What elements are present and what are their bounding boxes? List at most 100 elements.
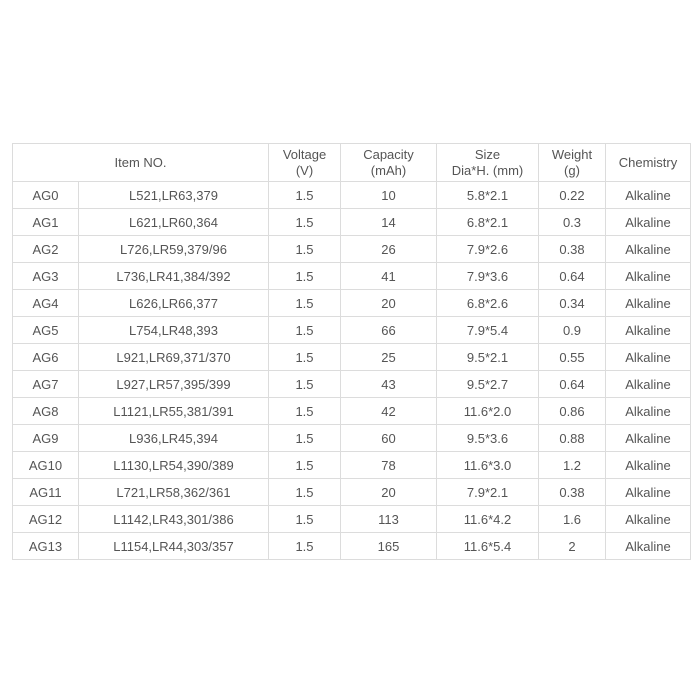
cell-equiv: L621,LR60,364 — [78, 208, 269, 236]
table-row: AG12 L1142,LR43,301/386 1.5 113 11.6*4.2 1.6 A… — [12, 505, 691, 533]
cell-weight: 0.64 — [538, 262, 606, 290]
cell-weight: 1.2 — [538, 451, 606, 479]
table-row: AG3 L736,LR41,384/392 1.5 41 7.9*3.6 0.64 Alka… — [12, 262, 691, 290]
cell-equiv: L927,LR57,395/399 — [78, 370, 269, 398]
cell-weight: 0.38 — [538, 478, 606, 506]
cell-capacity: 43 — [340, 370, 437, 398]
cell-capacity: 25 — [340, 343, 437, 371]
cell-capacity: 66 — [340, 316, 437, 344]
cell-voltage: 1.5 — [268, 505, 341, 533]
cell-size: 7.9*2.6 — [436, 235, 539, 263]
cell-size: 9.5*3.6 — [436, 424, 539, 452]
cell-weight: 0.22 — [538, 181, 606, 209]
cell-capacity: 42 — [340, 397, 437, 425]
cell-equiv: L721,LR58,362/361 — [78, 478, 269, 506]
cell-chemistry: Alkaline — [605, 370, 691, 398]
cell-chemistry: Alkaline — [605, 505, 691, 533]
cell-equiv: L936,LR45,394 — [78, 424, 269, 452]
cell-chemistry: Alkaline — [605, 532, 691, 560]
cell-voltage: 1.5 — [268, 424, 341, 452]
cell-size: 6.8*2.6 — [436, 289, 539, 317]
table-row: AG8 L1121,LR55,381/391 1.5 42 11.6*2.0 0.86 Al… — [12, 397, 691, 425]
cell-chemistry: Alkaline — [605, 235, 691, 263]
cell-capacity: 78 — [340, 451, 437, 479]
cell-capacity: 60 — [340, 424, 437, 452]
table-row: AG4 L626,LR66,377 1.5 20 6.8*2.6 0.34 Alkaline — [12, 289, 691, 317]
cell-voltage: 1.5 — [268, 289, 341, 317]
cell-voltage: 1.5 — [268, 370, 341, 398]
cell-voltage: 1.5 — [268, 451, 341, 479]
cell-size: 11.6*5.4 — [436, 532, 539, 560]
cell-capacity: 20 — [340, 289, 437, 317]
header-voltage: Voltage (V) — [268, 143, 341, 182]
table-row: AG1 L621,LR60,364 1.5 14 6.8*2.1 0.3 Alkaline — [12, 208, 691, 236]
cell-equiv: L1154,LR44,303/357 — [78, 532, 269, 560]
cell-weight: 0.86 — [538, 397, 606, 425]
cell-model: AG6 — [12, 343, 79, 371]
cell-size: 11.6*3.0 — [436, 451, 539, 479]
cell-equiv: L626,LR66,377 — [78, 289, 269, 317]
cell-weight: 0.88 — [538, 424, 606, 452]
cell-weight: 0.55 — [538, 343, 606, 371]
cell-model: AG10 — [12, 451, 79, 479]
header-chemistry: Chemistry — [605, 143, 691, 182]
cell-chemistry: Alkaline — [605, 262, 691, 290]
cell-voltage: 1.5 — [268, 532, 341, 560]
cell-equiv: L754,LR48,393 — [78, 316, 269, 344]
cell-chemistry: Alkaline — [605, 397, 691, 425]
table-row: AG9 L936,LR45,394 1.5 60 9.5*3.6 0.88 Alkaline — [12, 424, 691, 452]
cell-model: AG8 — [12, 397, 79, 425]
cell-size: 7.9*5.4 — [436, 316, 539, 344]
cell-chemistry: Alkaline — [605, 289, 691, 317]
cell-voltage: 1.5 — [268, 343, 341, 371]
cell-size: 9.5*2.7 — [436, 370, 539, 398]
cell-chemistry: Alkaline — [605, 208, 691, 236]
cell-weight: 0.34 — [538, 289, 606, 317]
cell-equiv: L736,LR41,384/392 — [78, 262, 269, 290]
table-row: AG0 L521,LR63,379 1.5 10 5.8*2.1 0.22 Alkaline — [12, 181, 691, 209]
cell-voltage: 1.5 — [268, 262, 341, 290]
cell-size: 6.8*2.1 — [436, 208, 539, 236]
table-row: AG6 L921,LR69,371/370 1.5 25 9.5*2.1 0.55 Alka… — [12, 343, 691, 371]
cell-model: AG12 — [12, 505, 79, 533]
cell-size: 9.5*2.1 — [436, 343, 539, 371]
cell-size: 11.6*4.2 — [436, 505, 539, 533]
cell-voltage: 1.5 — [268, 397, 341, 425]
cell-model: AG3 — [12, 262, 79, 290]
cell-model: AG1 — [12, 208, 79, 236]
cell-model: AG13 — [12, 532, 79, 560]
cell-weight: 0.38 — [538, 235, 606, 263]
table-row: AG5 L754,LR48,393 1.5 66 7.9*5.4 0.9 Alkaline — [12, 316, 691, 344]
cell-weight: 0.64 — [538, 370, 606, 398]
header-size: Size Dia*H. (mm) — [436, 143, 539, 182]
table-row: AG7 L927,LR57,395/399 1.5 43 9.5*2.7 0.64 Alka… — [12, 370, 691, 398]
cell-equiv: L726,LR59,379/96 — [78, 235, 269, 263]
cell-model: AG9 — [12, 424, 79, 452]
cell-capacity: 165 — [340, 532, 437, 560]
cell-capacity: 10 — [340, 181, 437, 209]
cell-voltage: 1.5 — [268, 316, 341, 344]
cell-voltage: 1.5 — [268, 235, 341, 263]
table-row: AG2 L726,LR59,379/96 1.5 26 7.9*2.6 0.38 Alkal… — [12, 235, 691, 263]
cell-voltage: 1.5 — [268, 181, 341, 209]
cell-model: AG5 — [12, 316, 79, 344]
cell-model: AG7 — [12, 370, 79, 398]
cell-capacity: 113 — [340, 505, 437, 533]
header-item-no: Item NO. — [12, 143, 269, 182]
table-row: AG11 L721,LR58,362/361 1.5 20 7.9*2.1 0.38 Alk… — [12, 478, 691, 506]
cell-voltage: 1.5 — [268, 208, 341, 236]
cell-model: AG4 — [12, 289, 79, 317]
cell-model: AG2 — [12, 235, 79, 263]
cell-capacity: 41 — [340, 262, 437, 290]
cell-weight: 0.9 — [538, 316, 606, 344]
cell-weight: 0.3 — [538, 208, 606, 236]
cell-weight: 2 — [538, 532, 606, 560]
battery-spec-table: Item NO. Voltage (V) Capacity (mAh) Size Di… — [12, 143, 691, 560]
cell-size: 5.8*2.1 — [436, 181, 539, 209]
cell-model: AG0 — [12, 181, 79, 209]
cell-size: 7.9*2.1 — [436, 478, 539, 506]
cell-model: AG11 — [12, 478, 79, 506]
cell-chemistry: Alkaline — [605, 181, 691, 209]
cell-equiv: L1142,LR43,301/386 — [78, 505, 269, 533]
cell-size: 11.6*2.0 — [436, 397, 539, 425]
